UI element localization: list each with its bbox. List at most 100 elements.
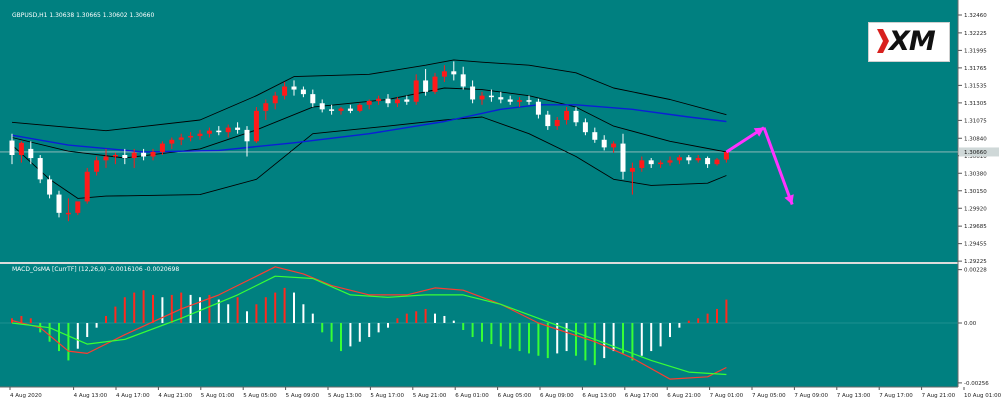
candle-bearish (404, 99, 410, 102)
xm-logo: XM (868, 22, 950, 62)
time-axis-label: 6 Aug 21:00 (667, 393, 701, 399)
macd-histogram-bar (396, 318, 399, 323)
macd-histogram-bar (274, 292, 277, 323)
xm-logo-mark-icon (877, 29, 889, 53)
macd-histogram-bar (264, 297, 267, 323)
macd-histogram-bar (518, 322, 521, 352)
macd-histogram-bar (123, 297, 126, 323)
macd-histogram-bar (659, 322, 662, 347)
price-panel-background (0, 0, 958, 262)
candle-bearish (648, 160, 654, 165)
macd-indicator-title: MACD_OsMA [CurrTF] (12,26,9) -0.0016106 … (12, 266, 180, 273)
macd-histogram-bar (537, 322, 540, 356)
candle-bearish (310, 94, 316, 104)
candle-bearish (300, 89, 306, 95)
candle-bearish (460, 74, 466, 87)
macd-histogram-bar (133, 292, 136, 323)
candle-bearish (37, 158, 43, 180)
macd-histogram-bar (152, 294, 154, 323)
candle-bearish (620, 143, 626, 172)
price-axis-label: 1.31995 (964, 48, 987, 54)
candle-bullish (65, 212, 71, 215)
price-series-layer (0, 59, 958, 222)
time-axis-label: 5 Aug 17:00 (370, 393, 404, 399)
candle-bearish (498, 97, 504, 100)
macd-main-line (11, 275, 727, 376)
macd-histogram-bar (650, 322, 653, 352)
forecast-arrow-head-icon (753, 127, 764, 137)
macd-histogram-bar (565, 322, 568, 352)
macd-histogram-bar (180, 292, 183, 323)
macd-histogram-bar (612, 322, 615, 352)
candle-bearish (329, 109, 335, 111)
candle-bearish (291, 86, 297, 90)
macd-panel-background (0, 264, 958, 387)
candle-bullish (441, 71, 447, 77)
candle-bullish (159, 143, 165, 152)
macd-histogram-bar (170, 294, 173, 323)
candle-bullish (206, 130, 212, 134)
macd-histogram-bar (358, 322, 361, 342)
candle-bullish (629, 167, 635, 172)
price-axis-label: 1.32225 (964, 31, 987, 37)
candle-bearish (423, 80, 429, 92)
macd-histogram-bar (340, 322, 342, 352)
macd-histogram-bar (405, 313, 408, 323)
macd-histogram-bar (528, 322, 530, 354)
macd-histogram-bar (593, 322, 596, 366)
time-axis-label: 7 Aug 17:00 (879, 393, 913, 399)
candle-bullish (611, 143, 617, 148)
price-axis-label: 1.31535 (964, 83, 987, 89)
macd-histogram-bar (434, 313, 436, 323)
macd-histogram-bar (349, 322, 352, 347)
macd-histogram-bar (687, 320, 690, 323)
macd-histogram-bar (283, 287, 286, 323)
macd-histogram-bar (697, 318, 700, 323)
xm-logo-text: XM (889, 26, 936, 57)
macd-histogram-bar (208, 294, 211, 323)
candle-bearish (573, 110, 579, 123)
candle-bullish (169, 139, 175, 144)
time-axis-label: 6 Aug 01:00 (455, 393, 489, 399)
bollinger-upper-band (11, 59, 727, 132)
candle-bearish (319, 103, 325, 110)
candle-bullish (94, 160, 100, 172)
macd-histogram-bar (631, 322, 634, 361)
macd-histogram-bar (20, 315, 23, 323)
candle-bullish (366, 100, 372, 105)
candle-bullish (413, 80, 419, 102)
time-axis-label: 6 Aug 05:00 (498, 393, 532, 399)
candle-bearish (535, 101, 541, 115)
macd-histogram-bar (255, 304, 258, 323)
candle-bullish (75, 201, 81, 213)
macd-histogram-bar (556, 322, 559, 354)
macd-histogram-bar (114, 306, 117, 323)
macd-histogram-bar (452, 320, 455, 323)
price-chart-title: GBPUSD,H1 1.30638 1.30665 1.30602 1.3066… (12, 12, 155, 19)
time-axis-label: 4 Aug 2020 (10, 393, 42, 399)
price-axis-label: 1.29920 (964, 206, 987, 212)
macd-histogram-bar (462, 322, 465, 331)
time-axis-label: 5 Aug 21:00 (413, 393, 447, 399)
macd-histogram-bar (706, 313, 709, 323)
macd-axis-label: 0.00228 (964, 268, 987, 274)
macd-histogram-bar (584, 322, 587, 361)
candle-bullish (103, 156, 109, 161)
candle-bullish (112, 155, 118, 157)
candle-bullish (197, 133, 203, 136)
macd-histogram-bar (236, 297, 239, 323)
macd-histogram-bar (471, 322, 474, 338)
price-axis-label: 1.30840 (964, 136, 987, 142)
candle-bullish (714, 159, 720, 165)
time-axis-label: 7 Aug 21:00 (922, 393, 956, 399)
time-axis-label: 6 Aug 09:00 (540, 393, 574, 399)
macd-axis-label: 0.00 (964, 321, 977, 327)
macd-histogram-bar (142, 290, 145, 323)
macd-histogram-bar (105, 315, 107, 323)
time-axis-label: 7 Aug 05:00 (752, 393, 786, 399)
macd-histogram-bar (368, 322, 371, 338)
macd-histogram-bar (246, 311, 248, 323)
macd-histogram-bar (640, 322, 643, 356)
macd-histogram-bar (86, 322, 89, 338)
